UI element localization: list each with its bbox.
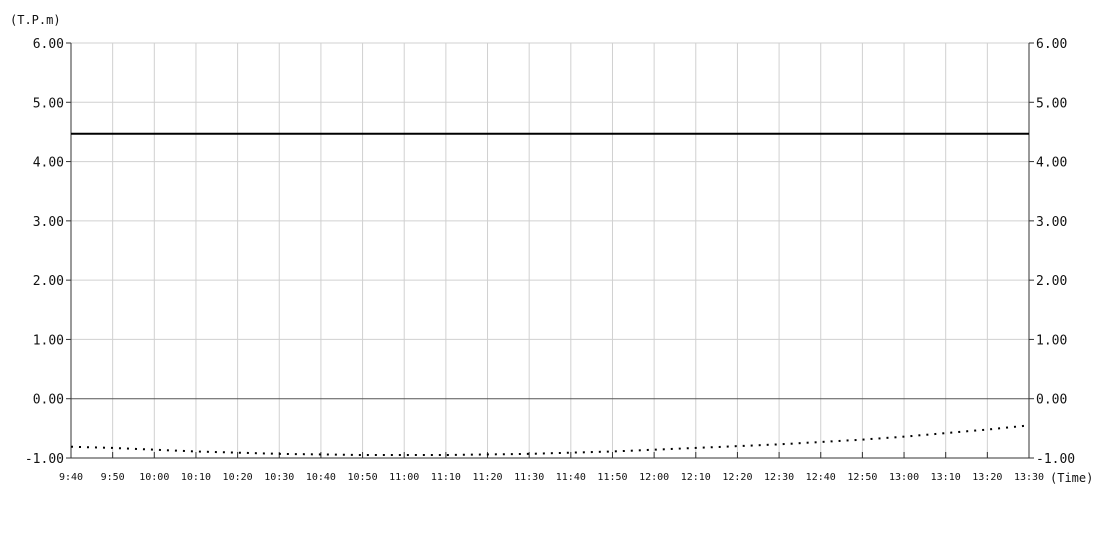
y-tick-label-left: 3.00 [33,215,64,230]
y-tick-label-right: 0.00 [1036,393,1067,408]
x-tick-label: 12:40 [806,472,836,483]
y-tick-label-left: 2.00 [33,274,64,289]
x-tick-label: 11:20 [472,472,502,483]
x-tick-label: 11:10 [431,472,461,483]
x-tick-label: 10:20 [223,472,253,483]
y-tick-label-right: -1.00 [1036,452,1075,467]
axes [66,42,1034,459]
x-axis-unit-label: (Time) [1050,471,1093,485]
x-tick-label: 12:00 [639,472,669,483]
y-tick-label-right: 2.00 [1036,274,1067,289]
x-tick-label: 11:00 [389,472,419,483]
x-tick-label: 12:30 [764,472,794,483]
x-tick-label: 10:50 [348,472,378,483]
x-tick-label: 13:20 [972,472,1002,483]
x-tick-label: 10:10 [181,472,211,483]
x-tick-label: 13:30 [1014,472,1044,483]
y-tick-label-right: 4.00 [1036,156,1067,171]
x-tick-label: 10:00 [139,472,169,483]
y-tick-label-right: 3.00 [1036,215,1067,230]
x-tick-label: 9:50 [101,472,125,483]
y-tick-label-right: 5.00 [1036,96,1067,111]
x-tick-label: 11:50 [597,472,627,483]
x-tick-label: 11:30 [514,472,544,483]
x-tick-label: 12:20 [722,472,752,483]
y-tick-label-left: 1.00 [33,333,64,348]
x-tick-label: 12:10 [681,472,711,483]
x-tick-label: 12:50 [847,472,877,483]
y-tick-label-right: 6.00 [1036,37,1067,52]
grid-lines [70,42,1030,459]
y-tick-label-left: 0.00 [33,393,64,408]
x-tick-label: 9:40 [59,472,83,483]
y-tick-label-left: -1.00 [25,452,64,467]
tick-labels: -1.00 -1.00 0.00 0.00 1.00 1.00 2.00 2.00 3.00 3.… [25,37,1075,483]
y-axis-unit-label: (T.P.m) [10,13,61,27]
x-tick-label: 11:40 [556,472,586,483]
y-tick-label-left: 5.00 [33,96,64,111]
x-tick-label: 13:00 [889,472,919,483]
x-tick-label: 13:10 [931,472,961,483]
y-tick-label-left: 4.00 [33,156,64,171]
y-tick-label-right: 1.00 [1036,333,1067,348]
series-dotted-line [70,424,1030,457]
y-tick-label-left: 6.00 [33,37,64,52]
x-tick-label: 10:30 [264,472,294,483]
series-lines [70,132,1030,457]
x-tick-label: 10:40 [306,472,336,483]
